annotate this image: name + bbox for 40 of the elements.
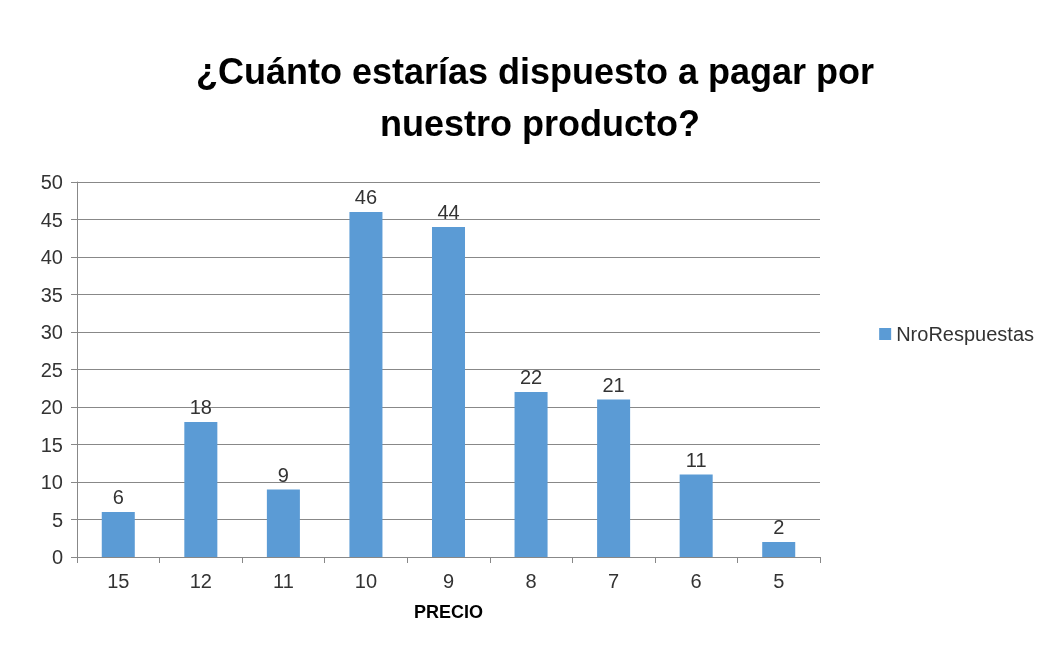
data-label: 44 <box>437 201 460 223</box>
x-tick-label: 11 <box>273 570 294 592</box>
y-tick-label: 5 <box>51 508 63 531</box>
data-label: 11 <box>685 448 707 471</box>
y-tick-label: 15 <box>40 433 63 456</box>
x-tick-label: 15 <box>107 570 130 592</box>
data-label: 46 <box>354 186 378 208</box>
data-label: 2 <box>773 516 785 538</box>
data-label: 9 <box>277 463 289 486</box>
y-tick-label: 25 <box>40 358 63 381</box>
bar <box>431 227 466 557</box>
bar <box>266 489 300 557</box>
y-tick-label: 35 <box>40 283 63 306</box>
y-tick-label: 50 <box>40 171 63 193</box>
x-axis-title: PRECIO <box>413 602 484 622</box>
y-tick-label: 30 <box>40 321 63 343</box>
data-label: 21 <box>602 373 625 396</box>
bar <box>762 542 796 557</box>
bar <box>184 422 218 557</box>
bar <box>514 392 548 557</box>
y-tick-label: 10 <box>40 471 63 493</box>
chart-title: ¿Cuánto estarías dispuesto a pagar por nuestro producto? <box>195 50 885 144</box>
x-tick-label: 8 <box>525 570 537 592</box>
x-tick-label: 7 <box>608 570 620 592</box>
data-label: 6 <box>112 486 124 508</box>
bar <box>349 212 383 557</box>
x-tick-label: 10 <box>354 570 378 592</box>
x-tick-label: 9 <box>442 570 455 592</box>
y-tick-label: 40 <box>40 246 63 268</box>
bar <box>679 474 713 557</box>
y-tick-label: 45 <box>40 208 63 231</box>
data-label: 22 <box>519 366 543 388</box>
y-tick-label: 0 <box>51 546 63 568</box>
x-tick-label: 5 <box>773 570 785 592</box>
bar <box>101 512 135 557</box>
bar <box>597 399 631 557</box>
x-tick-label: 12 <box>189 570 212 592</box>
y-tick-label: 20 <box>40 396 63 418</box>
legend-label: NroRespuestas <box>896 323 1034 345</box>
x-tick-label: 6 <box>690 570 702 592</box>
